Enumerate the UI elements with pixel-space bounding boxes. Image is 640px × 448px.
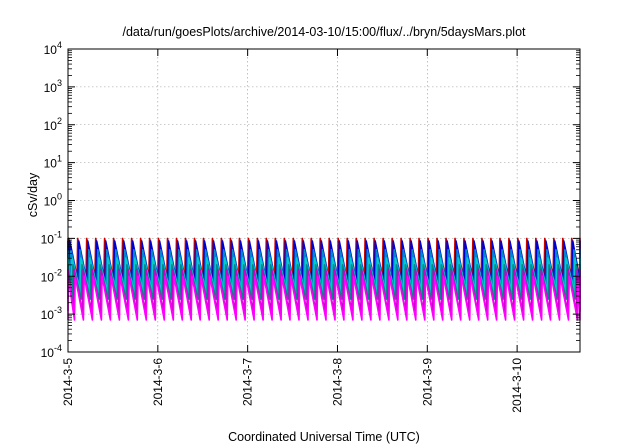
y-tick-label: 103 bbox=[44, 78, 62, 95]
series-line-4 bbox=[67, 264, 581, 300]
x-axis-label: Coordinated Universal Time (UTC) bbox=[228, 430, 420, 444]
series-layer bbox=[67, 237, 581, 321]
x-tick-label: 2014-3-6 bbox=[151, 358, 165, 406]
x-tick-label: 2014-3-7 bbox=[241, 358, 255, 406]
x-tick-label: 2014-3-9 bbox=[420, 358, 434, 406]
x-tick-label: 2014-3-5 bbox=[61, 358, 75, 406]
y-tick-label: 10-4 bbox=[41, 343, 62, 360]
series-line-6 bbox=[67, 275, 581, 321]
y-tick-label: 104 bbox=[44, 40, 62, 57]
y-axis-label: cSv/day bbox=[26, 172, 40, 217]
y-tick-label: 10-1 bbox=[41, 229, 62, 246]
axis-ticks: 10-4 10-3 10-2 10-1 100 101 102 103 104 2014-3-5 2… bbox=[41, 40, 580, 413]
y-tick-label: 102 bbox=[44, 116, 62, 133]
y-tick-label: 10-2 bbox=[41, 267, 62, 284]
x-tick-label: 2014-3-8 bbox=[330, 358, 344, 406]
y-tick-label: 10-3 bbox=[41, 305, 62, 322]
x-tick-label: 2014-3-10 bbox=[510, 358, 524, 413]
y-tick-label: 100 bbox=[44, 192, 62, 209]
y-tick-label: 101 bbox=[44, 154, 62, 171]
chart-title: /data/run/goesPlots/archive/2014-03-10/1… bbox=[122, 25, 526, 39]
